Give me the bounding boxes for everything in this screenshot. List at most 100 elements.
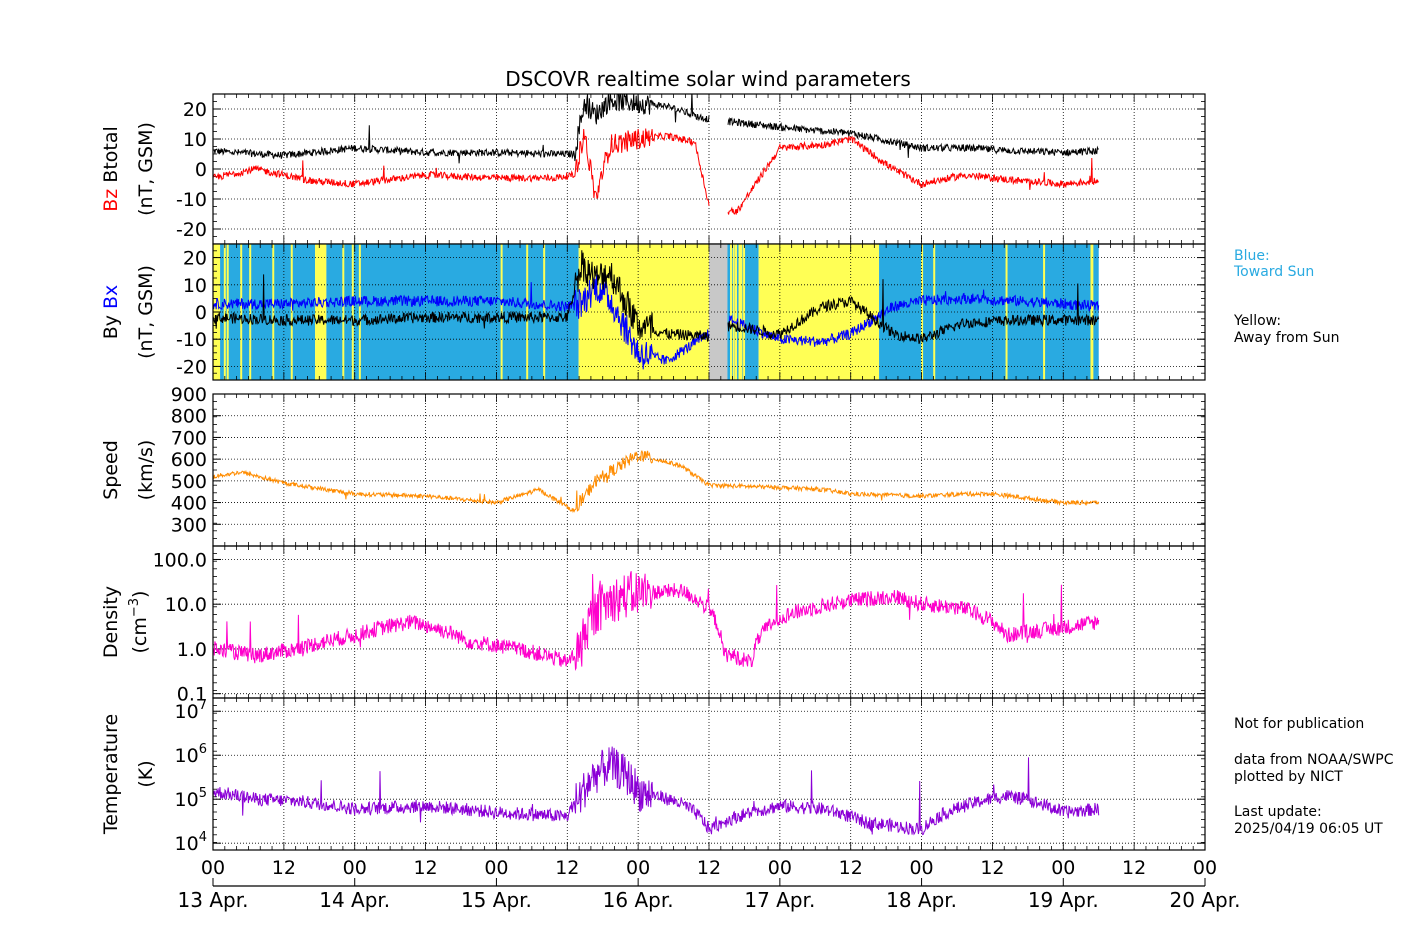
- x-hour-label: 12: [980, 857, 1004, 879]
- legend-away-text: Away from Sun: [1234, 330, 1340, 346]
- panel-4: 104 105 106 107 Temperature (K): [100, 697, 1206, 855]
- panel-frame: [212, 697, 1206, 851]
- series-group: [213, 450, 1100, 514]
- y-axis-unit: (km/s): [135, 440, 157, 501]
- y-tick-label: 106: [175, 742, 207, 767]
- x-day-label: 15 Apr.: [461, 888, 532, 912]
- sector-band-away: [315, 244, 327, 380]
- x-day-label: 13 Apr.: [178, 888, 249, 912]
- series-group: [213, 571, 1100, 671]
- x-hour-label: 00: [626, 857, 650, 879]
- series-btotal: [213, 94, 1099, 164]
- x-hour-label: 12: [697, 857, 721, 879]
- series-group: [213, 250, 1100, 370]
- x-hour-label: 12: [272, 857, 296, 879]
- x-day-label: 17 Apr.: [744, 888, 815, 912]
- y-tick-label: 0.1: [177, 684, 207, 706]
- y-tick-label: 900: [171, 384, 207, 406]
- x-hour-label: 00: [909, 857, 933, 879]
- series-by: [213, 250, 1100, 344]
- y-tick-label: 700: [171, 427, 207, 449]
- x-hour-label: 00: [484, 857, 508, 879]
- sector-flicker: [933, 244, 936, 380]
- panel-3: 0.1 1.0 10.0 100.0 Density (cm−3): [100, 545, 1206, 706]
- sector-flicker: [226, 244, 229, 380]
- sector-band-no data: [709, 244, 728, 380]
- sector-flicker: [358, 244, 361, 380]
- y-tick-label: 20: [183, 99, 207, 121]
- sector-flicker: [735, 244, 738, 380]
- sector-flicker: [1005, 244, 1008, 380]
- y-tick-label: -10: [176, 329, 207, 351]
- y-axis-label: Temperature: [100, 714, 122, 835]
- note-not-for-publication: Not for publication: [1234, 716, 1365, 732]
- x-hour-label: 00: [768, 857, 792, 879]
- x-day-label: 20 Apr.: [1170, 888, 1241, 912]
- x-hour-label: 12: [1122, 857, 1146, 879]
- note-plotted-by: plotted by NICT: [1234, 769, 1343, 785]
- sector-flicker: [249, 244, 252, 380]
- panel-frame: [212, 243, 1206, 381]
- x-hour-label: 00: [1051, 857, 1075, 879]
- sector-flicker: [543, 244, 546, 380]
- sector-band-toward: [326, 244, 579, 380]
- sector-flicker: [223, 244, 226, 380]
- y-tick-label: 107: [175, 698, 207, 723]
- panel-0: -20 -10 0 10 20 Bz Btotal (nT, GSM): [100, 93, 1206, 245]
- y-tick-label: -20: [176, 219, 207, 241]
- y-tick-label: 0: [195, 302, 207, 324]
- series-bx: [213, 274, 1100, 370]
- y-axis-label: Bz Btotal: [100, 126, 122, 212]
- y-tick-label: 300: [171, 514, 207, 536]
- x-hour-label: 00: [1193, 857, 1217, 879]
- x-day-label: 19 Apr.: [1028, 888, 1099, 912]
- y-axis-label: By Bx: [100, 285, 122, 340]
- y-tick-label: 105: [175, 786, 207, 811]
- sector-flicker: [526, 244, 529, 380]
- sector-flicker: [732, 244, 735, 380]
- x-hour-label: 00: [343, 857, 367, 879]
- x-hour-label: 12: [555, 857, 579, 879]
- series-bz: [213, 128, 1099, 215]
- series-speed: [213, 450, 1100, 514]
- sector-flicker: [1090, 244, 1093, 380]
- y-tick-label: 500: [171, 471, 207, 493]
- y-tick-label: 10.0: [165, 594, 207, 616]
- y-axis-unit: (nT, GSM): [135, 122, 157, 216]
- y-axis-unit: (nT, GSM): [135, 265, 157, 359]
- y-tick-label: 20: [183, 248, 207, 270]
- y-tick-label: 600: [171, 449, 207, 471]
- legend-toward-title: Blue:: [1234, 248, 1270, 264]
- chart-title: DSCOVR realtime solar wind parameters: [505, 67, 911, 91]
- y-axis-label: Speed: [100, 440, 122, 500]
- sector-flicker: [729, 244, 732, 380]
- legend-away-title: Yellow:: [1234, 313, 1282, 329]
- note-data-source: data from NOAA/SWPC: [1234, 752, 1394, 768]
- series-group: [213, 94, 1099, 215]
- x-hour-label: 00: [201, 857, 225, 879]
- series-density: [213, 571, 1100, 671]
- sector-flicker: [738, 244, 741, 380]
- sector-flicker: [351, 244, 354, 380]
- x-hour-label: 12: [413, 857, 437, 879]
- y-tick-label: -20: [176, 356, 207, 378]
- y-tick-label: 104: [175, 830, 207, 855]
- series-group: [213, 746, 1100, 836]
- y-tick-label: -10: [176, 189, 207, 211]
- y-tick-label: 10: [183, 275, 207, 297]
- y-tick-label: 400: [171, 493, 207, 515]
- y-axis-unit: (cm−3): [127, 591, 151, 654]
- series-temperature: [213, 746, 1100, 836]
- y-axis-label: Density: [100, 586, 122, 658]
- note-last-update-time: 2025/04/19 06:05 UT: [1234, 821, 1383, 837]
- panel-1: -20 -10 0 10 20 By Bx (nT, GSM): [100, 243, 1206, 381]
- y-tick-label: 100.0: [153, 549, 207, 571]
- sector-flicker: [921, 244, 924, 380]
- sector-flicker: [342, 244, 345, 380]
- x-hour-label: 12: [839, 857, 863, 879]
- y-axis-unit: (K): [135, 760, 157, 787]
- legend-toward-text: Toward Sun: [1234, 264, 1315, 280]
- sector-flicker: [240, 244, 243, 380]
